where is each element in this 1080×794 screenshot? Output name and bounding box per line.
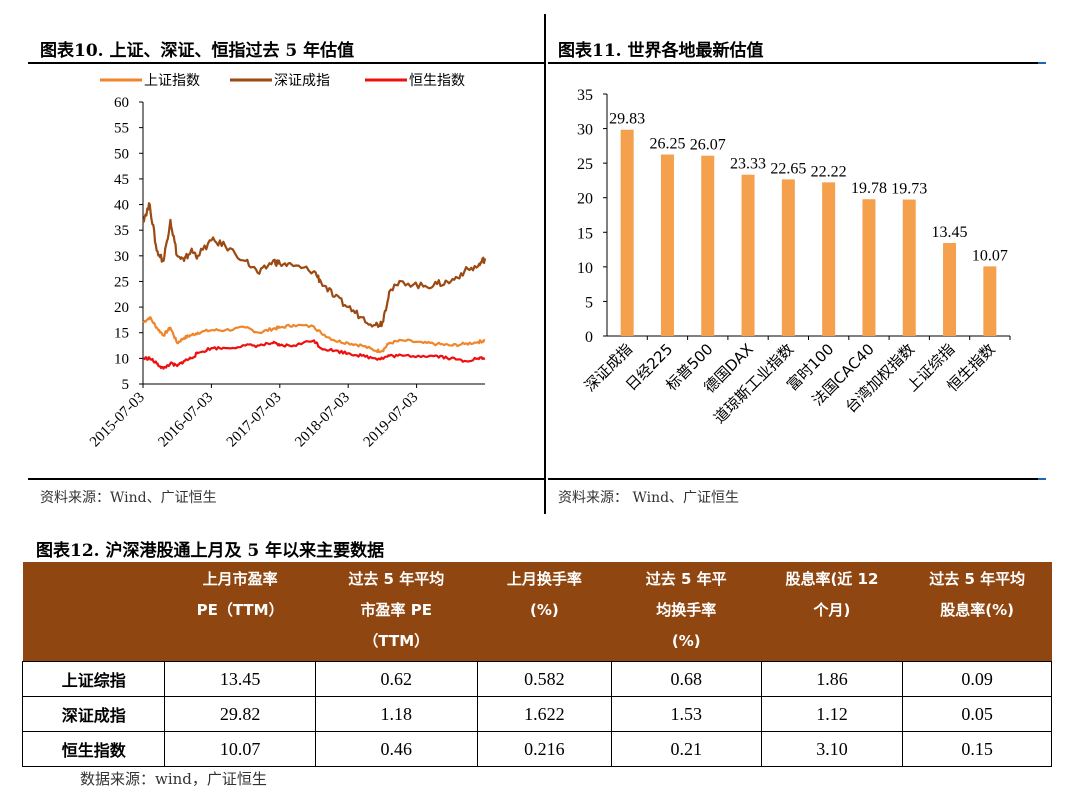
row-label: 深证成指: [21, 696, 166, 732]
y-tick-label: 50: [114, 146, 129, 162]
fig11-bar-chart: 3530252015105029.83深证成指26.25日经22526.07标普…: [577, 87, 1011, 427]
bar-value-label: 19.78: [851, 180, 887, 197]
table-cell: 29.82: [164, 696, 316, 732]
y-tick-label: 15: [577, 225, 593, 242]
y-tick-label: 20: [114, 300, 129, 316]
top-rule-left: [28, 62, 544, 64]
table-cell: 1.12: [760, 696, 904, 732]
table-cell: 0.216: [476, 731, 612, 767]
table-cell: 0.46: [314, 731, 478, 767]
y-tick-label: 40: [114, 198, 129, 214]
table-cell: 10.07: [164, 731, 316, 767]
bar: [781, 179, 795, 336]
table-cell: 0.21: [610, 731, 762, 767]
table-cell: 0.15: [902, 731, 1052, 767]
x-tick-label: 2018-07-03: [292, 390, 353, 451]
table-cell: 0.05: [902, 696, 1052, 732]
bar: [902, 199, 916, 336]
table-header-cell: 股息率(近 12 个月): [761, 562, 903, 662]
fig12-title: 图表12. 沪深港股通上月及 5 年以来主要数据: [36, 541, 385, 561]
y-tick-label: 25: [114, 274, 129, 290]
table-header-cell: 过去 5 年平 均换手率 (%): [611, 562, 762, 662]
table-cell: 1.18: [314, 696, 478, 732]
table-cell: 0.582: [476, 661, 612, 697]
y-tick-label: 35: [114, 223, 129, 239]
y-tick-label: 0: [585, 329, 593, 346]
table-row: 上证综指 13.45 0.62 0.582 0.68 1.86 0.09: [21, 661, 1052, 697]
y-tick-label: 55: [114, 121, 129, 137]
series-line-2: [142, 202, 487, 328]
legend-label: 上证指数: [144, 73, 200, 89]
fig10-title: 图表10. 上证、深证、恒指过去 5 年估值: [40, 41, 355, 61]
x-tick-label: 2017-07-03: [224, 390, 285, 451]
y-tick-label: 10: [114, 351, 129, 367]
bar-value-label: 10.07: [972, 247, 1008, 264]
table-header-cell: 上月市盈率 PE（TTM）: [164, 562, 316, 662]
fig11-source: 资料来源： Wind、广证恒生: [558, 490, 740, 506]
table-cell: 1.53: [610, 696, 762, 732]
row-label: 恒生指数: [21, 731, 166, 767]
bar: [701, 155, 715, 336]
x-tick-label: 2016-07-03: [155, 390, 216, 451]
y-tick-label: 25: [577, 156, 593, 173]
table-cell: 1.86: [760, 661, 904, 697]
table-header-cell: 过去 5 年平均 股息率(%): [902, 562, 1052, 662]
top-rule-right: [548, 62, 1038, 64]
table-header-cell: 过去 5 年平均 市盈率 PE （TTM）: [315, 562, 478, 662]
bar-value-label: 19.73: [891, 181, 927, 198]
bar-value-label: 29.83: [609, 111, 645, 128]
legend-label: 深证成指: [274, 73, 330, 89]
bar-value-label: 13.45: [932, 224, 968, 241]
table-cell: 13.45: [164, 661, 316, 697]
table-cell: 0.62: [314, 661, 478, 697]
bar: [983, 266, 997, 336]
table-header-cell: [22, 562, 165, 662]
fig12-table: 上月市盈率 PE（TTM） 过去 5 年平均 市盈率 PE （TTM） 上月换手率 (%…: [21, 562, 1052, 767]
table-header-row: 上月市盈率 PE（TTM） 过去 5 年平均 市盈率 PE （TTM） 上月换手率 (%…: [22, 562, 1052, 662]
fig12-source: 数据来源：wind，广证恒生: [80, 770, 267, 788]
y-tick-label: 60: [114, 95, 129, 111]
y-tick-label: 15: [114, 326, 129, 342]
y-tick-label: 30: [114, 249, 129, 265]
table-cell: 1.622: [476, 696, 612, 732]
top-rule-accent: [1038, 62, 1046, 64]
y-tick-label: 5: [585, 294, 593, 311]
bar-value-label: 26.25: [649, 136, 685, 153]
fig11-title: 图表11. 世界各地最新估值: [558, 41, 764, 61]
bottom-rule-left: [28, 478, 544, 480]
legend-label: 恒生指数: [409, 73, 465, 89]
x-tick-label: 2019-07-03: [361, 390, 422, 451]
bar-value-label: 22.65: [770, 160, 806, 177]
fig10-source: 资料来源：Wind、广证恒生: [40, 490, 217, 506]
y-tick-label: 45: [114, 172, 129, 188]
y-tick-label: 10: [577, 260, 593, 277]
bar: [862, 199, 876, 336]
y-tick-label: 35: [577, 87, 593, 104]
column-divider: [544, 14, 546, 514]
bottom-rule-accent: [1038, 478, 1046, 480]
table-row: 深证成指 29.82 1.18 1.622 1.53 1.12 0.05: [21, 696, 1052, 732]
series-line-3: [142, 339, 486, 370]
bar-value-label: 26.07: [690, 137, 726, 154]
bar: [741, 174, 755, 336]
y-tick-label: 20: [577, 191, 593, 208]
table-row: 恒生指数 10.07 0.46 0.216 0.21 3.10 0.15: [21, 731, 1052, 767]
bar: [660, 154, 674, 336]
table-cell: 3.10: [760, 731, 904, 767]
y-tick-label: 5: [122, 377, 130, 393]
row-label: 上证综指: [21, 661, 166, 697]
bar: [943, 243, 957, 336]
bar: [620, 129, 634, 336]
series-line-1: [142, 316, 486, 354]
table-cell: 0.09: [902, 661, 1052, 697]
bar-value-label: 23.33: [730, 156, 766, 173]
x-tick-label: 2015-07-03: [87, 390, 148, 451]
bottom-rule-right: [548, 478, 1038, 480]
bar: [822, 182, 836, 336]
table-cell: 0.68: [610, 661, 762, 697]
bar-value-label: 22.22: [811, 163, 847, 180]
table-header-cell: 上月换手率 (%): [477, 562, 612, 662]
y-tick-label: 30: [577, 122, 593, 139]
